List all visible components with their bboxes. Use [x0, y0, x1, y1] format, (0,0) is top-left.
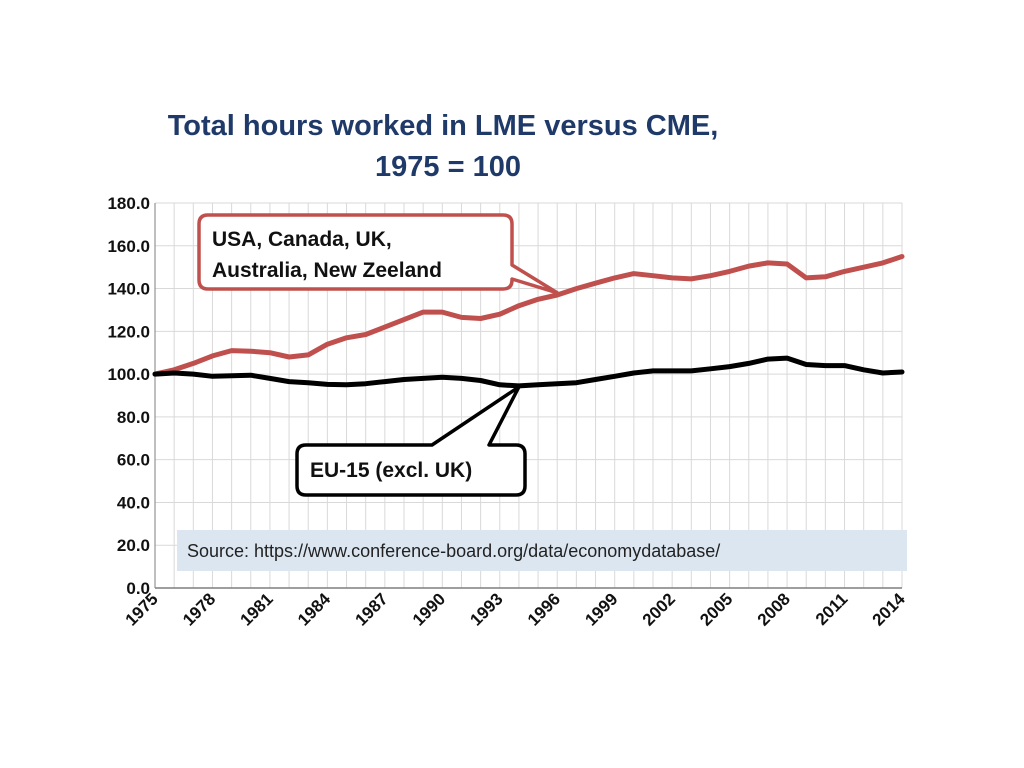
callout-lme-label: USA, Canada, UK,: [212, 228, 392, 251]
x-tick-label: 2005: [696, 589, 736, 629]
chart-title-line-2: 1975 = 100: [375, 151, 521, 183]
source-note-text: Source: https://www.conference-board.org…: [187, 541, 720, 561]
source-note: Source: https://www.conference-board.org…: [177, 530, 907, 571]
y-tick-label: 60.0: [117, 451, 150, 470]
callout-eu15-label: EU-15 (excl. UK): [310, 459, 472, 482]
x-tick-label: 1996: [524, 589, 564, 629]
x-tick-label: 1990: [409, 589, 449, 629]
x-tick-labels: 1975 1978 1981 1984 1987 1990 1993 1996 1999 2002…: [122, 589, 910, 630]
y-tick-label: 180.0: [107, 194, 150, 213]
y-tick-label: 20.0: [117, 536, 150, 555]
x-tick-label: 2014: [869, 589, 910, 630]
y-tick-label: 160.0: [107, 237, 150, 256]
x-tick-label: 1987: [351, 589, 391, 629]
chart-title-line-1: Total hours worked in LME versus CME,: [168, 110, 719, 142]
callout-lme-box: [197, 213, 559, 295]
x-tick-label: 1999: [581, 589, 621, 629]
y-tick-label: 140.0: [107, 280, 150, 299]
series-line-eu15: [152, 355, 905, 389]
x-tick-label: 2011: [812, 589, 852, 629]
x-tick-label: 1978: [179, 589, 219, 629]
x-tick-label: 1981: [237, 589, 277, 629]
y-tick-label: 100.0: [107, 365, 150, 384]
y-tick-labels: 0.0 20.0 40.0 60.0 80.0 100.0 120.0 140.0 160.0 1…: [107, 194, 150, 598]
y-tick-label: 80.0: [117, 408, 150, 427]
x-tick-label: 2008: [754, 589, 794, 629]
axes: [154, 203, 902, 589]
callout-eu15-box: [295, 385, 527, 497]
callouts: USA, Canada, UK, Australia, New Zeeland EU…: [197, 213, 559, 497]
y-tick-label: 120.0: [107, 322, 150, 341]
y-tick-label: 40.0: [117, 493, 150, 512]
x-tick-label: 2002: [639, 589, 679, 629]
source-note-background: [177, 530, 907, 571]
x-tick-label: 1984: [294, 589, 335, 630]
x-tick-label: 1993: [466, 589, 506, 629]
y-tick-label: 0.0: [126, 579, 150, 598]
series-lines: [152, 254, 905, 389]
series-line-lme: [152, 254, 905, 377]
callout-lme-label: Australia, New Zeeland: [212, 259, 442, 282]
